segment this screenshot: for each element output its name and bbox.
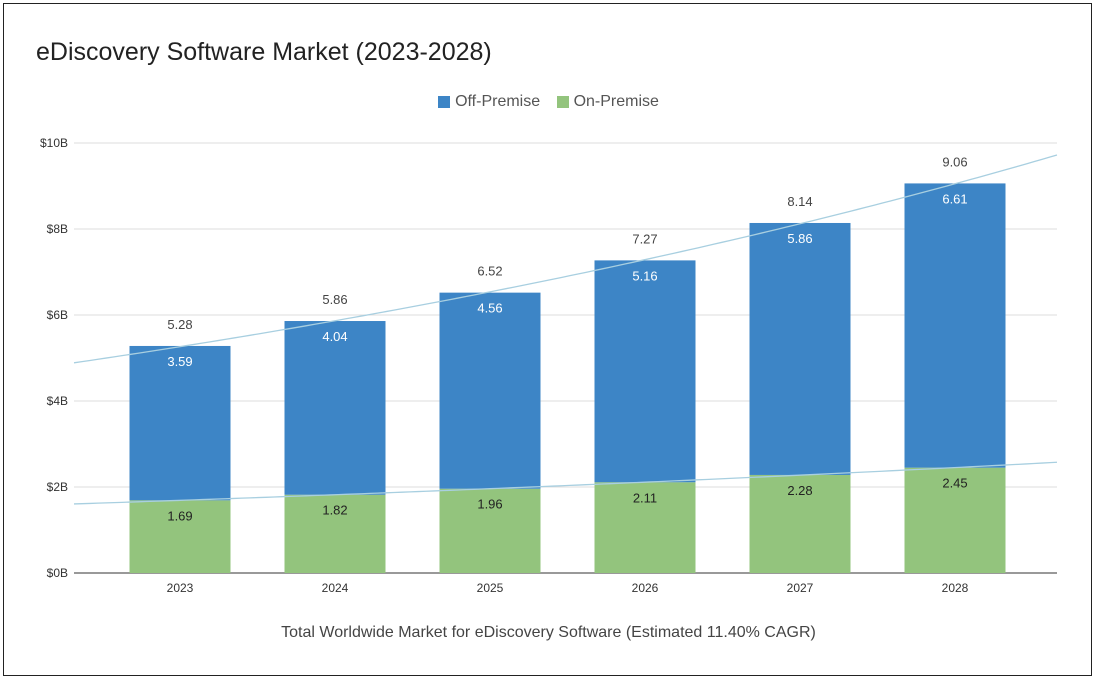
bar-off-premise [749,222,851,475]
chart-frame [3,3,1092,676]
bar-off-premise [439,292,541,489]
bar-off-premise [594,260,696,483]
y-tick-label: $6B [47,308,68,322]
x-tick-label: 2025 [477,581,504,595]
trendline-total [73,154,1058,364]
y-tick-label: $10B [40,136,68,150]
legend-label-on-premise: On-Premise [573,93,659,110]
bar-on-premise [749,474,851,573]
y-tick-label: $2B [47,480,68,494]
bar-off-premise [129,345,231,501]
x-tick-label: 2026 [632,581,659,595]
data-label-off-premise: 4.04 [322,329,347,344]
data-label-on-premise: 2.28 [787,483,812,498]
bar-on-premise [284,494,386,573]
bar-on-premise [129,500,231,573]
bar-off-premise [284,321,386,495]
bar-on-premise [594,482,696,573]
data-label-total: 7.27 [632,231,657,246]
data-label-on-premise: 1.69 [167,508,192,523]
data-label-total: 5.28 [167,317,192,332]
data-label-off-premise: 5.16 [632,268,657,283]
data-label-on-premise: 2.11 [633,490,657,505]
y-tick-label: $8B [47,222,68,236]
data-label-off-premise: 3.59 [167,354,192,369]
data-label-total: 6.52 [477,264,502,279]
data-label-on-premise: 1.96 [477,497,502,512]
legend-label-off-premise: Off-Premise [455,93,541,110]
trendline-on-premise [73,461,1058,505]
legend-swatch-on-premise [556,96,569,108]
y-tick-label: $0B [47,566,68,580]
x-tick-label: 2024 [322,581,349,595]
data-label-total: 8.14 [787,194,812,209]
x-axis-title: Total Worldwide Market for eDiscovery So… [281,624,816,641]
legend-item-off-premise[interactable]: Off-Premise [438,93,540,111]
x-tick-label: 2028 [942,581,969,595]
data-label-on-premise: 1.82 [322,503,347,518]
data-label-off-premise: 5.86 [787,231,812,246]
bar-on-premise [439,488,541,573]
legend: Off-Premise On-Premise [0,93,1097,113]
data-label-on-premise: 2.45 [942,476,967,491]
data-label-total: 9.06 [942,154,967,169]
chart-title: eDiscovery Software Market (2023-2028) [36,38,492,66]
bar-off-premise [904,183,1006,468]
data-label-off-premise: 6.61 [942,191,967,206]
legend-item-on-premise[interactable]: On-Premise [556,93,659,111]
y-tick-label: $4B [47,394,68,408]
bar-on-premise [904,467,1006,573]
legend-swatch-off-premise [438,96,451,108]
x-tick-label: 2023 [167,581,194,595]
data-label-total: 5.86 [322,292,347,307]
x-tick-label: 2027 [787,581,814,595]
data-label-off-premise: 4.56 [477,301,502,316]
